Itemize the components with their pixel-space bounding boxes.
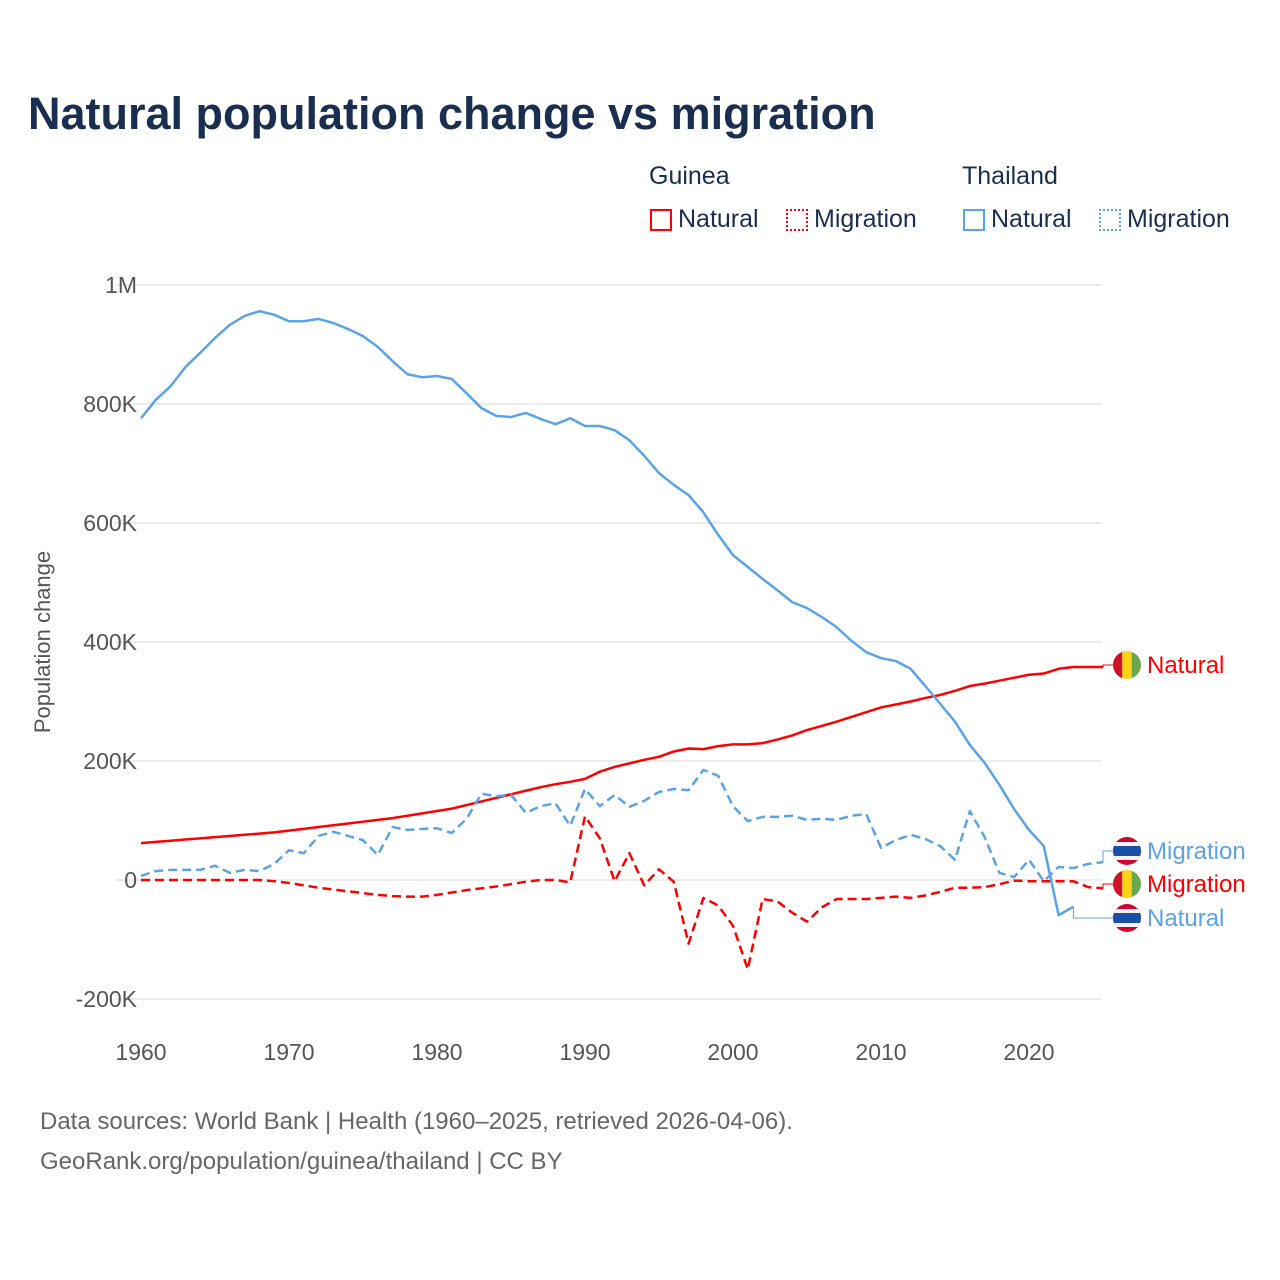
chart-title: Natural population change vs migration [28, 88, 876, 139]
legend-label: Natural [678, 205, 759, 233]
legend-label: Migration [814, 205, 917, 233]
series-line-guinea-migration [141, 815, 1104, 971]
legend-swatch-solid [650, 208, 672, 231]
label-connector [1102, 883, 1113, 889]
guinea-flag-icon [1113, 651, 1141, 679]
series-line-thailand-migration [140, 768, 1104, 883]
end-label: Natural [1147, 905, 1224, 932]
legend-group-guinea: Guinea [649, 162, 730, 190]
x-tick-label: 1980 [411, 1039, 462, 1065]
flag-stripe-blue [1113, 913, 1141, 923]
legend-swatch-dotted [1099, 208, 1121, 231]
x-tick-label: 1960 [115, 1039, 166, 1065]
end-label: Natural [1147, 652, 1224, 679]
legend-group-thailand: Thailand [962, 162, 1058, 190]
legend-guinea-natural[interactable]: Natural [650, 205, 759, 234]
legend-swatch-solid [963, 208, 985, 231]
series-line-thailand-natural [140, 309, 1075, 917]
thailand-flag-icon [1113, 904, 1141, 932]
y-tick-label: 1M [105, 272, 137, 298]
x-tick-label: 2020 [1003, 1039, 1054, 1065]
flag-stripe-yellow [1122, 651, 1132, 679]
x-tick-label: 1970 [263, 1039, 314, 1065]
flag-stripe-blue [1113, 846, 1141, 856]
y-tick-label: 600K [83, 510, 137, 536]
x-tick-label: 2010 [855, 1039, 906, 1065]
x-tick-label: 2000 [707, 1039, 758, 1065]
footer-link[interactable]: GeoRank.org/population/guinea/thailand |… [40, 1148, 563, 1175]
legend-swatch-dotted [786, 208, 808, 231]
label-connector [1102, 664, 1113, 667]
end-label: Migration [1147, 838, 1246, 865]
y-tick-label: 400K [83, 629, 137, 655]
y-axis-label: Population change [30, 551, 55, 733]
y-tick-label: 800K [83, 391, 137, 417]
thailand-flag-icon [1113, 837, 1141, 865]
y-tick-label: 0 [124, 867, 137, 893]
y-tick-label: 200K [83, 748, 137, 774]
y-tick-label: -200K [76, 986, 138, 1012]
x-tick-label: 1990 [559, 1039, 610, 1065]
end-label: Migration [1147, 871, 1246, 898]
legend-label: Natural [991, 205, 1072, 233]
legend-guinea-migration[interactable]: Migration [786, 205, 917, 234]
flag-stripe-yellow [1122, 870, 1132, 898]
flag-stripe-red [1113, 651, 1123, 679]
flag-stripe-green [1131, 870, 1141, 898]
flag-stripe-red [1113, 870, 1123, 898]
label-connector [1072, 906, 1113, 919]
flag-stripe-green [1131, 651, 1141, 679]
guinea-flag-icon [1113, 870, 1141, 898]
label-connector [1102, 850, 1113, 863]
legend-thailand-natural[interactable]: Natural [963, 205, 1072, 234]
footer-sources: Data sources: World Bank | Health (1960–… [40, 1108, 793, 1135]
legend-label: Migration [1127, 205, 1230, 233]
series-line-guinea-natural [140, 665, 1103, 845]
legend-thailand-migration[interactable]: Migration [1099, 205, 1230, 234]
